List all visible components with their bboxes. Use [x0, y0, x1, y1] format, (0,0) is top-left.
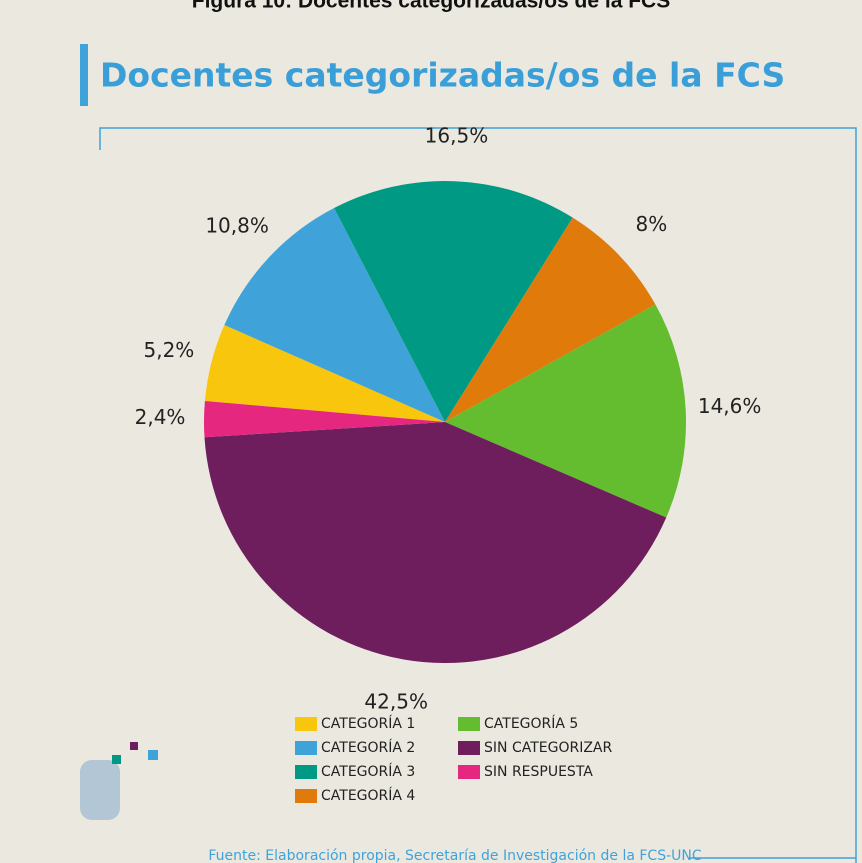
legend-label: CATEGORÍA 3 — [321, 763, 415, 780]
chart-title: Docentes categorizadas/os de la FCS — [100, 56, 785, 95]
title-accent — [80, 44, 88, 106]
data-label: 5,2% — [143, 338, 194, 362]
legend-label: SIN CATEGORIZAR — [484, 740, 612, 756]
chart: Figura 10: Docentes categorizadas/os de … — [0, 0, 862, 863]
legend-swatch — [458, 717, 480, 731]
data-label: 42,5% — [364, 689, 428, 713]
data-label: 16,5% — [425, 124, 489, 148]
legend-swatch — [295, 741, 317, 755]
legend-swatch — [458, 765, 480, 779]
legend-label: SIN RESPUESTA — [484, 764, 593, 780]
figure-caption: Figura 10: Docentes categorizadas/os de … — [192, 0, 670, 13]
source: Fuente: Elaboración propia, Secretaría d… — [208, 848, 701, 863]
data-label: 8% — [636, 212, 668, 236]
legend-swatch — [295, 789, 317, 803]
legend-label: CATEGORÍA 4 — [321, 787, 415, 804]
legend-label: CATEGORÍA 5 — [484, 715, 578, 732]
legend-label: CATEGORÍA 2 — [321, 739, 415, 756]
data-label: 10,8% — [205, 214, 269, 238]
data-label: 14,6% — [698, 394, 762, 418]
legend-swatch — [295, 717, 317, 731]
legend-swatch — [295, 765, 317, 779]
legend-swatch — [458, 741, 480, 755]
data-label: 2,4% — [135, 405, 186, 429]
legend-label: CATEGORÍA 1 — [321, 715, 415, 732]
